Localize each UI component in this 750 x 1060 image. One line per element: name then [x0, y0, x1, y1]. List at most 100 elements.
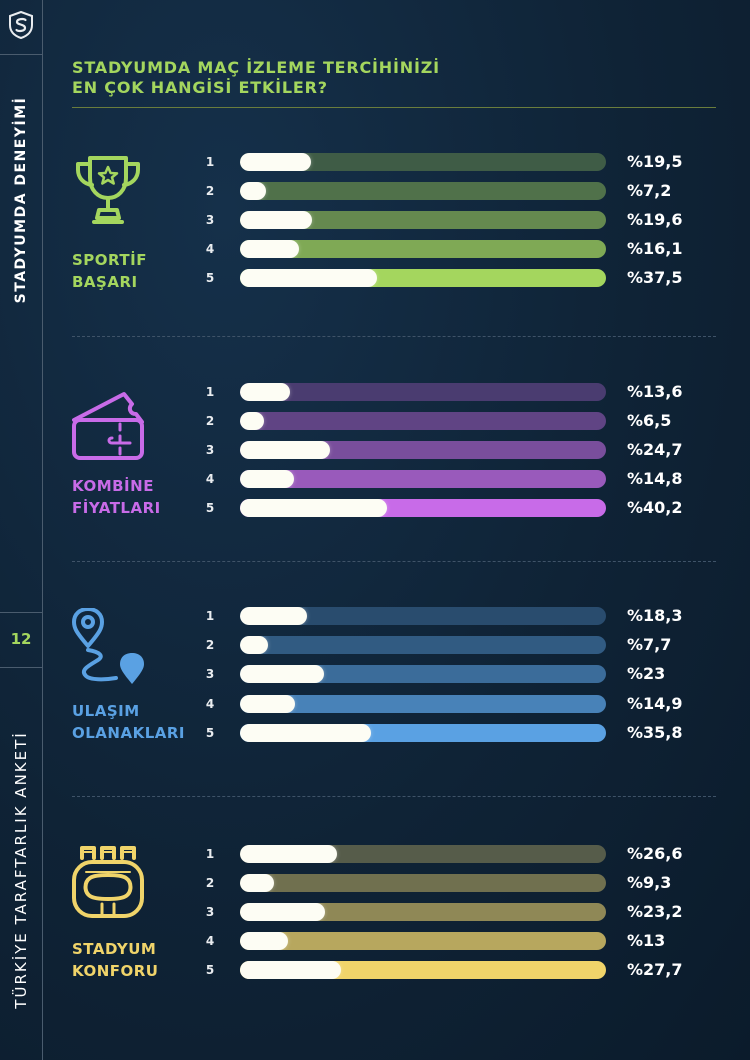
sidebar-rule	[0, 612, 42, 613]
bar-fill	[240, 874, 275, 892]
bar-fill	[240, 441, 331, 459]
bar-rank: 2	[205, 414, 215, 428]
bar-fill	[240, 383, 290, 401]
bar-row: 5 %37,5	[0, 269, 750, 287]
sidebar-rule	[0, 54, 42, 55]
bar-fill	[240, 636, 269, 654]
bar-row: 3 %24,7	[0, 441, 750, 459]
bar-value-label: %23,2	[627, 902, 683, 921]
bar-rank: 2	[205, 638, 215, 652]
bar-fill	[240, 665, 325, 683]
category-label-line: KONFORU	[72, 962, 159, 980]
bar-row: 4 %13	[0, 932, 750, 950]
bar-fill	[240, 211, 312, 229]
bar-rank: 3	[205, 443, 215, 457]
bar-rank: 4	[205, 934, 215, 948]
bar-track	[240, 607, 606, 625]
bar-track	[240, 845, 606, 863]
bar-value-label: %24,7	[627, 440, 683, 459]
bar-rank: 1	[205, 609, 215, 623]
bar-row: 2 %9,3	[0, 874, 750, 892]
category-label: ULAŞIM OLANAKLARI	[72, 700, 185, 744]
section-divider	[72, 336, 716, 337]
category-label-line: KOMBİNE	[72, 477, 154, 495]
category-label-line: ULAŞIM	[72, 702, 140, 720]
category-label: KOMBİNE FİYATLARI	[72, 475, 161, 519]
bar-rank: 5	[205, 501, 215, 515]
section-divider	[72, 561, 716, 562]
bar-track	[240, 470, 606, 488]
bar-rank: 3	[205, 667, 215, 681]
bar-row: 1 %26,6	[0, 845, 750, 863]
bar-track	[240, 961, 606, 979]
bar-row: 1 %19,5	[0, 153, 750, 171]
bar-fill	[240, 182, 267, 200]
section-divider	[72, 796, 716, 797]
bar-rank: 5	[205, 726, 215, 740]
bar-row: 2 %7,2	[0, 182, 750, 200]
bar-track	[240, 636, 606, 654]
bar-value-label: %19,6	[627, 210, 683, 229]
shield-s-logo-icon	[9, 10, 33, 40]
category-label-line: STADYUM	[72, 940, 157, 958]
bar-track	[240, 182, 606, 200]
bar-value-label: %18,3	[627, 606, 683, 625]
bar-track	[240, 383, 606, 401]
bar-fill	[240, 961, 342, 979]
bar-row: 4 %14,9	[0, 695, 750, 713]
bar-fill	[240, 932, 288, 950]
bar-track	[240, 269, 606, 287]
bar-rank: 4	[205, 242, 215, 256]
bar-row: 2 %7,7	[0, 636, 750, 654]
bar-track	[240, 412, 606, 430]
bar-fill	[240, 499, 388, 517]
bar-track	[240, 665, 606, 683]
bar-track	[240, 441, 606, 459]
bar-track	[240, 211, 606, 229]
route-pin-icon	[72, 608, 144, 684]
bar-track	[240, 724, 606, 742]
ticket-icon	[72, 392, 144, 460]
bar-fill	[240, 724, 372, 742]
bar-fill	[240, 607, 307, 625]
bar-fill	[240, 153, 312, 171]
bar-value-label: %19,5	[627, 152, 683, 171]
bar-track	[240, 874, 606, 892]
page-number: 12	[10, 630, 32, 648]
bar-rank: 3	[205, 905, 215, 919]
sidebar-rule	[0, 667, 42, 668]
bar-value-label: %27,7	[627, 960, 683, 979]
bar-track	[240, 932, 606, 950]
bar-rank: 4	[205, 472, 215, 486]
bar-rank: 5	[205, 963, 215, 977]
bar-row: 4 %14,8	[0, 470, 750, 488]
bar-rank: 5	[205, 271, 215, 285]
bar-track	[240, 499, 606, 517]
bar-row: 2 %6,5	[0, 412, 750, 430]
bar-value-label: %13	[627, 931, 666, 950]
bar-fill	[240, 903, 325, 921]
page-heading: STADYUMDA MAÇ İZLEME TERCİHİNİZİ EN ÇOK …	[72, 58, 712, 98]
bar-row: 5 %27,7	[0, 961, 750, 979]
bar-rank: 2	[205, 876, 215, 890]
bar-value-label: %7,7	[627, 635, 672, 654]
bar-row: 5 %40,2	[0, 499, 750, 517]
stadium-icon	[72, 846, 144, 918]
bar-value-label: %26,6	[627, 844, 683, 863]
category-label: STADYUM KONFORU	[72, 938, 158, 982]
bar-row: 3 %19,6	[0, 211, 750, 229]
bar-track	[240, 153, 606, 171]
bar-row: 3 %23	[0, 665, 750, 683]
bar-rank: 1	[205, 847, 215, 861]
bar-fill	[240, 269, 378, 287]
bar-row: 4 %16,1	[0, 240, 750, 258]
bar-rank: 1	[205, 385, 215, 399]
bar-rank: 2	[205, 184, 215, 198]
heading-line-2: EN ÇOK HANGİSİ ETKİLER?	[72, 78, 328, 97]
bar-value-label: %37,5	[627, 268, 683, 287]
category-label-line: BAŞARI	[72, 273, 138, 291]
bar-fill	[240, 695, 295, 713]
bar-value-label: %9,3	[627, 873, 672, 892]
bar-value-label: %14,9	[627, 694, 683, 713]
category-label-line: SPORTİF	[72, 251, 147, 269]
